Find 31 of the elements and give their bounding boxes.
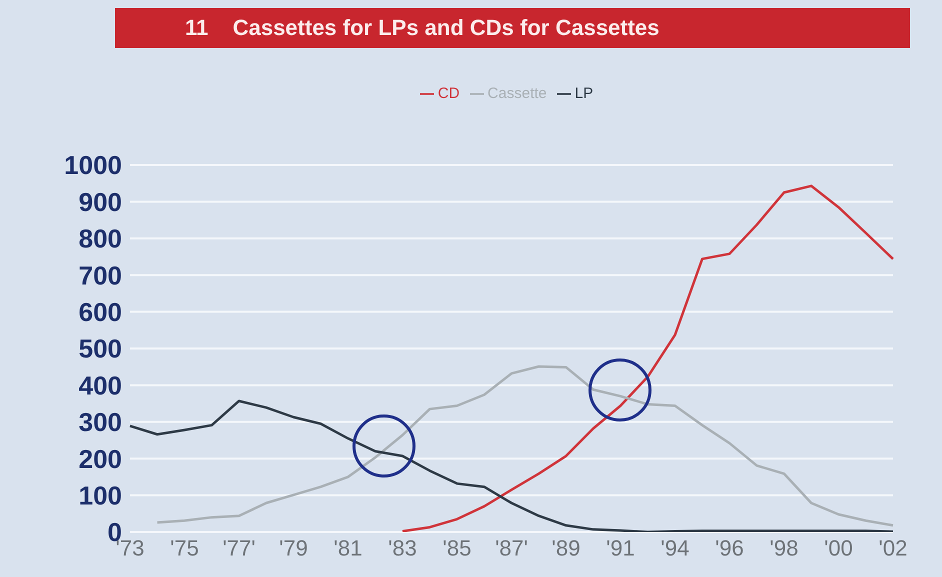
y-tick-label: 800	[78, 224, 122, 254]
line-series	[401, 184, 894, 532]
x-tick-label: '89	[552, 536, 580, 561]
x-tick-label: '00	[824, 536, 853, 561]
x-tick-label: '75	[170, 536, 199, 561]
y-tick-label: 900	[78, 186, 122, 217]
x-tick-label: '96	[715, 536, 744, 561]
y-tick-label: 1000	[64, 150, 122, 180]
legend-label: CD	[438, 85, 460, 102]
line-series	[128, 400, 894, 532]
chart-title: 11 Cassettes for LPs and CDs for Cassettes	[115, 8, 910, 48]
y-tick-label: 500	[78, 334, 122, 364]
x-tick-label: '91	[606, 536, 635, 561]
x-tick-label: '79	[279, 536, 308, 561]
x-tick-label: '02	[878, 536, 908, 561]
line-series	[156, 365, 894, 527]
x-tick-label: '94	[660, 536, 690, 561]
y-tick-label: 700	[78, 260, 122, 290]
y-tick-label: 100	[78, 480, 122, 511]
x-tick-label: '83	[388, 536, 417, 561]
x-tick-label: '81	[334, 536, 362, 561]
y-tick-label: 300	[78, 407, 122, 438]
legend-label: Cassette	[488, 85, 547, 102]
y-tick-label: 400	[78, 370, 122, 400]
x-tick-label: '98	[770, 536, 798, 561]
legend-label: LP	[574, 85, 594, 102]
x-tick-label: '85	[442, 536, 472, 561]
y-tick-label: 600	[78, 297, 122, 328]
x-tick-label: '77'	[222, 536, 256, 561]
x-tick-label: '87'	[495, 536, 528, 561]
y-tick-label: 200	[78, 444, 122, 474]
